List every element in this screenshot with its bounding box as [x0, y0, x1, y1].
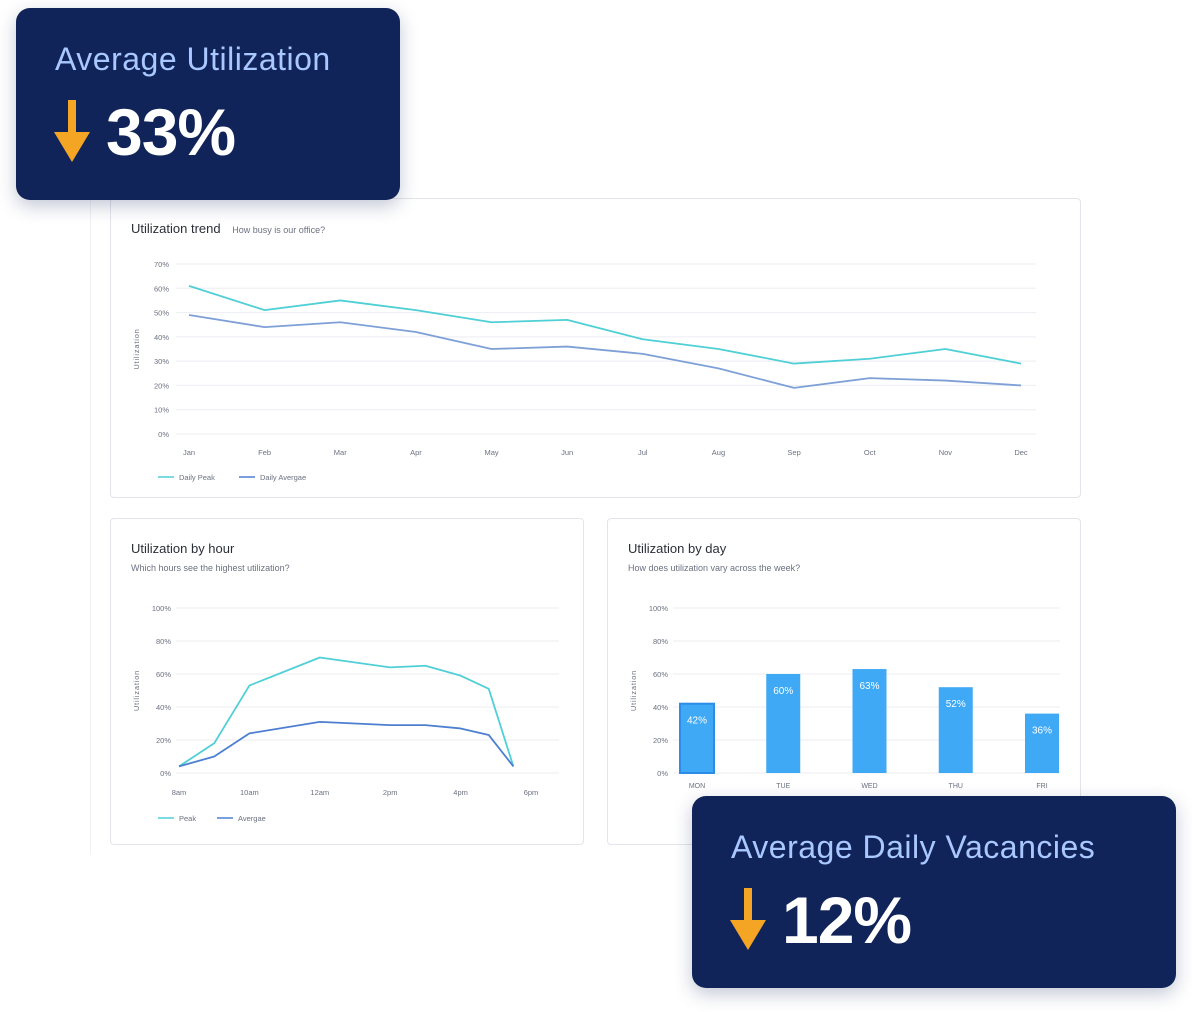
x-tick-label: Feb — [258, 448, 271, 457]
y-axis-label: Utilization — [132, 670, 141, 711]
x-tick-label: Aug — [712, 448, 725, 457]
y-axis-label: Utilization — [629, 670, 638, 711]
y-tick-label: 30% — [154, 357, 169, 366]
hour-title: Utilization by hour — [131, 541, 235, 556]
x-tick-label: 4pm — [453, 788, 468, 797]
trend-subtitle: How busy is our office? — [232, 225, 326, 235]
y-tick-label: 40% — [154, 333, 169, 342]
legend-label: Avergae — [238, 814, 266, 823]
x-tick-label: Jun — [561, 448, 573, 457]
y-tick-label: 70% — [154, 260, 169, 269]
trend-title-row: Utilization trend How busy is our office… — [131, 221, 325, 236]
background-edge — [90, 190, 91, 855]
y-tick-label: 60% — [156, 670, 171, 679]
legend-label: Daily Peak — [179, 473, 215, 482]
bar-data-label: 52% — [946, 699, 966, 710]
day-subtitle: How does utilization vary across the wee… — [628, 563, 801, 573]
x-tick-label: Sep — [787, 448, 800, 457]
x-tick-label: Mar — [334, 448, 347, 457]
y-tick-label: 0% — [657, 769, 668, 778]
series-line-daily-average — [188, 314, 1022, 389]
x-tick-label: Apr — [410, 448, 422, 457]
average-utilization-stat: Average Utilization 33% — [16, 8, 400, 200]
bar-data-label: 63% — [859, 681, 879, 692]
y-tick-label: 40% — [156, 703, 171, 712]
series-line-daily-peak — [188, 285, 1022, 365]
bar-wed — [852, 669, 887, 773]
y-tick-label: 60% — [653, 670, 668, 679]
y-axis-label: Utilization — [132, 328, 141, 369]
bar-fri — [1025, 713, 1059, 773]
stat-label: Average Daily Vacancies — [731, 829, 1096, 865]
y-tick-label: 20% — [653, 736, 668, 745]
y-tick-label: 20% — [156, 736, 171, 745]
arrow-down-icon — [730, 888, 766, 950]
y-tick-label: 100% — [152, 604, 172, 613]
x-tick-label: 6pm — [524, 788, 539, 797]
bar-data-label: 42% — [687, 716, 707, 727]
utilization-by-day-chart: 0% 20% 40% 60% 80% 100% Utilization 42% MON 60% TU… — [629, 604, 1060, 790]
legend-label: Peak — [179, 814, 196, 823]
x-tick-label: 2pm — [383, 788, 398, 797]
y-tick-label: 100% — [649, 604, 669, 613]
stat-value: 33% — [106, 95, 236, 169]
stat-value: 12% — [782, 883, 912, 957]
day-title: Utilization by day — [628, 541, 727, 556]
average-daily-vacancies-stat: Average Daily Vacancies 12% — [692, 796, 1176, 988]
hour-subtitle: Which hours see the highest utilization? — [131, 563, 290, 573]
y-tick-label: 80% — [653, 637, 668, 646]
y-tick-label: 60% — [154, 284, 169, 293]
y-tick-label: 0% — [158, 430, 169, 439]
bar-thu — [938, 687, 973, 773]
x-tick-label: MON — [689, 783, 705, 790]
x-tick-label: 12am — [310, 788, 329, 797]
bar-data-label: 60% — [773, 686, 793, 697]
series-line-peak — [178, 656, 515, 768]
x-tick-label: May — [484, 448, 498, 457]
x-tick-label: Oct — [864, 448, 877, 457]
x-tick-label: Jul — [638, 448, 648, 457]
y-tick-label: 0% — [160, 769, 171, 778]
y-tick-label: 40% — [653, 703, 668, 712]
x-tick-label: THU — [949, 783, 963, 790]
x-tick-label: WED — [861, 783, 877, 790]
y-tick-label: 20% — [154, 381, 169, 390]
utilization-trend-card: Utilization trend How busy is our office… — [110, 198, 1081, 498]
utilization-by-day-card: Utilization by day How does utilization … — [607, 518, 1081, 845]
stat-label: Average Utilization — [55, 41, 331, 77]
utilization-by-hour-chart: 0% 20% 40% 60% 80% 100% 8am 10am 12am 2pm 4pm 6pm Ut… — [132, 604, 559, 823]
utilization-by-hour-card: Utilization by hour Which hours see the … — [110, 518, 584, 845]
arrow-down-icon — [54, 100, 90, 162]
bar-tue — [766, 674, 801, 773]
x-tick-label: TUE — [776, 783, 790, 790]
legend-label: Daily Avergae — [260, 473, 306, 482]
x-tick-label: Dec — [1014, 448, 1028, 457]
x-tick-label: 8am — [172, 788, 187, 797]
x-tick-label: Jan — [183, 448, 195, 457]
x-tick-label: Nov — [939, 448, 953, 457]
utilization-trend-chart: 0% 10% 20% 30% 40% 50% 60% 70% Jan Feb Mar Apr May Ju… — [132, 260, 1036, 482]
x-tick-label: 10am — [240, 788, 259, 797]
y-tick-label: 80% — [156, 637, 171, 646]
bar-data-label: 36% — [1032, 726, 1052, 737]
bar-mon — [679, 702, 715, 774]
y-tick-label: 50% — [154, 309, 169, 318]
y-tick-label: 10% — [154, 406, 169, 415]
x-tick-label: FRI — [1036, 783, 1047, 790]
trend-title: Utilization trend — [131, 221, 221, 236]
series-line-average — [178, 720, 515, 768]
